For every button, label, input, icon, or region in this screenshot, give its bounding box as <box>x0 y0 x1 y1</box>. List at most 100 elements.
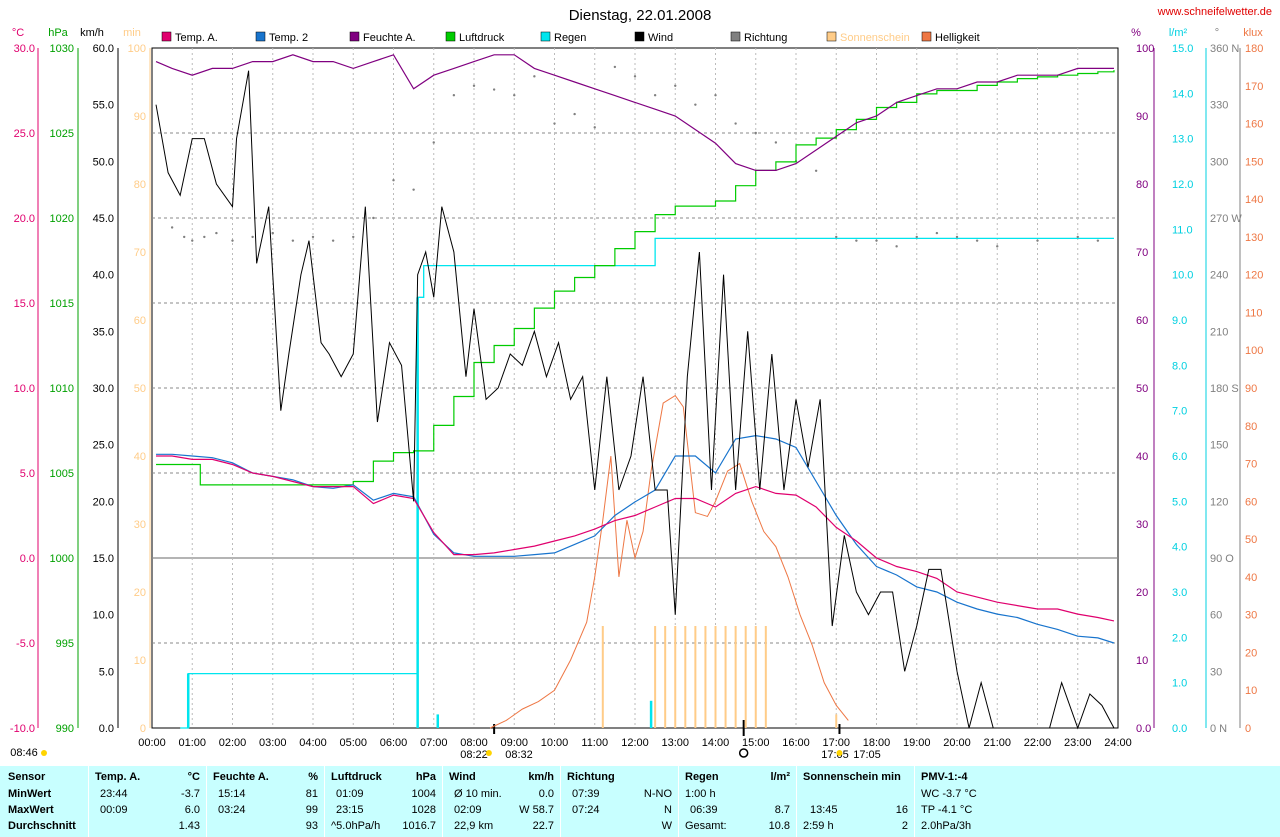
kmh-unit-label: km/h <box>80 27 104 39</box>
x-tick: 22:00 <box>1024 737 1052 749</box>
legend-swatch <box>349 31 360 42</box>
direction-point <box>553 122 556 125</box>
legend-swatch <box>540 31 551 42</box>
stats-temp-header: Temp. A. <box>95 771 141 783</box>
legend-swatch <box>161 31 172 42</box>
legend-swatch <box>826 31 837 42</box>
deg-tick: 300 <box>1210 156 1228 168</box>
temp-tick: 0.0 <box>20 553 35 565</box>
x-tick: 24:00 <box>1104 737 1132 749</box>
min-unit-label: min <box>123 27 141 39</box>
stats-temp-value: -3.7 <box>181 788 200 800</box>
deg-tick: 330 <box>1210 100 1228 112</box>
hpa-tick: 1000 <box>50 553 74 565</box>
x-tick: 20:00 <box>943 737 971 749</box>
kmh-tick: 10.0 <box>93 610 114 622</box>
direction-point <box>613 65 617 69</box>
temp-outdoor-series-line <box>156 455 1115 622</box>
direction-point <box>955 235 959 239</box>
pct-tick: 50 <box>1136 383 1148 395</box>
stats-feuchte-value: 93 <box>305 820 318 832</box>
stats-wind-header: Wind <box>449 771 476 783</box>
klux-unit-label: klux <box>1243 27 1263 39</box>
direction-point <box>935 231 939 235</box>
direction-point <box>996 245 999 248</box>
stats-min-row: MinWert 23:44 -3.7 15:14 81 01:09 1004 Ø… <box>0 788 1280 804</box>
temp-tick: 10.0 <box>14 383 35 395</box>
stats-temp-value: 6.0 <box>184 804 200 816</box>
x-tick: 14:00 <box>702 737 730 749</box>
direction-point <box>183 235 186 239</box>
hpa-tick: 990 <box>56 723 74 735</box>
x-tick: 12:00 <box>621 737 649 749</box>
legend-swatch <box>921 31 932 42</box>
direction-point <box>573 112 576 116</box>
direction-point <box>203 235 206 239</box>
direction-point <box>215 231 218 235</box>
direction-point <box>331 239 335 242</box>
stats-pmv-value: 2.0hPa/3h <box>921 820 972 832</box>
min-tick: 50 <box>134 383 146 395</box>
kmh-tick: 0.0 <box>99 723 114 735</box>
direction-point <box>291 239 295 242</box>
stats-richtung-time: 07:39 <box>572 788 600 800</box>
x-tick: 17:00 <box>822 737 850 749</box>
temp-tick: -5.0 <box>16 638 35 650</box>
x-tick: 19:00 <box>903 737 931 749</box>
stats-wind-value: 0.0 <box>538 788 554 800</box>
klux-tick: 100 <box>1245 345 1263 357</box>
klux-tick: 130 <box>1245 232 1263 244</box>
hpa-tick: 1025 <box>50 128 74 140</box>
klux-tick: 120 <box>1245 270 1263 282</box>
direction-point <box>694 103 697 106</box>
stats-pmv-value: WC -3.7 °C <box>921 788 977 800</box>
site-url: www.schneifelwetter.de <box>1157 6 1272 18</box>
stats-row-label: MaxWert <box>8 804 54 816</box>
pct-tick: 70 <box>1136 247 1148 259</box>
stats-regen-value: 8.7 <box>774 804 790 816</box>
direction-point <box>875 239 878 242</box>
direction-point <box>492 88 496 91</box>
legend-swatch <box>634 31 645 42</box>
rain-unit-label: l/m² <box>1169 27 1188 39</box>
sunset-label: 17:05 <box>821 749 849 761</box>
stats-temp-time: 23:44 <box>100 788 128 800</box>
stats-temp-time: 00:09 <box>100 804 128 816</box>
stats-luft-value: 1004 <box>411 788 436 800</box>
temp-tick: 30.0 <box>14 43 35 55</box>
x-tick: 15:00 <box>742 737 770 749</box>
deg-tick: 120 <box>1210 496 1228 508</box>
direction-point <box>251 235 254 239</box>
stats-feuchte-value: 99 <box>305 804 318 816</box>
direction-point <box>895 245 898 248</box>
rain-tick: 2.0 <box>1172 632 1187 644</box>
temp-unit-label: °C <box>12 27 24 39</box>
hpa-tick: 1005 <box>50 468 74 480</box>
stats-wind-time: Ø 10 min. <box>454 788 502 800</box>
x-tick: 21:00 <box>983 737 1011 749</box>
stats-max-row: MaxWert 00:09 6.0 03:24 99 23:15 1028 02… <box>0 804 1280 820</box>
stats-feuchte-header: Feuchte A. <box>213 771 269 783</box>
pct-tick: 30 <box>1136 519 1148 531</box>
legend-label: Richtung <box>744 32 787 44</box>
hpa-tick: 995 <box>56 638 74 650</box>
min-tick: 30 <box>134 519 146 531</box>
stats-sonne-value: 2 <box>901 820 908 832</box>
rain-tick: 1.0 <box>1172 678 1187 690</box>
stats-temp-unit: °C <box>187 771 200 783</box>
rain-tick: 13.0 <box>1172 134 1193 146</box>
rain-tick: 11.0 <box>1172 224 1193 236</box>
x-tick: 16:00 <box>782 737 810 749</box>
klux-tick: 150 <box>1245 156 1263 168</box>
stats-sonne-header: Sonnenschein min <box>803 771 901 783</box>
x-tick: 11:00 <box>581 737 608 749</box>
stats-feuchte-time: 03:24 <box>218 804 246 816</box>
klux-tick: 80 <box>1245 421 1257 433</box>
temp-tick: 25.0 <box>14 128 35 140</box>
legend-label: Sonnenschein <box>840 32 910 44</box>
kmh-tick: 55.0 <box>93 100 114 112</box>
direction-point <box>170 226 174 229</box>
rain-tick: 14.0 <box>1172 88 1193 100</box>
legend-swatch <box>445 31 456 42</box>
x-tick: 06:00 <box>380 737 408 749</box>
